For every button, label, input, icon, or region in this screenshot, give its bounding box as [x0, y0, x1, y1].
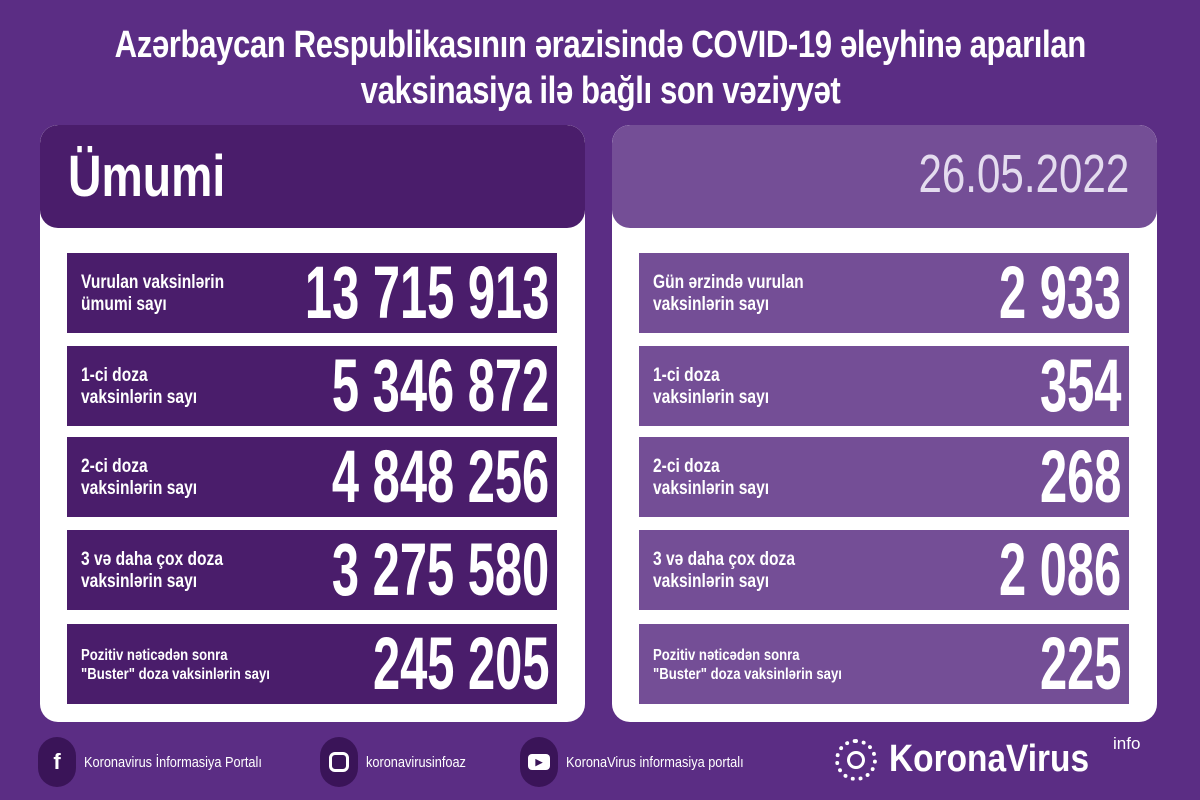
stat-label: 2-ci doza vaksinlərin sayı — [81, 456, 197, 500]
stat-label-line: 1-ci doza — [653, 365, 720, 386]
stat-label: 3 və daha çox doza vaksinlərin sayı — [81, 549, 223, 593]
facebook-link[interactable]: f Koronavirus İnformasiya Portalı — [38, 732, 293, 792]
stat-label-line: 1-ci doza — [81, 365, 148, 386]
stat-label: 1-ci doza vaksinlərin sayı — [653, 365, 769, 409]
stat-label: Pozitiv nəticədən sonra "Buster" doza vak… — [653, 646, 842, 684]
facebook-icon: f — [38, 737, 76, 787]
stat-label: 2-ci doza vaksinlərin sayı — [653, 456, 769, 500]
daily-header: 26.05.2022 — [612, 125, 1157, 228]
youtube-label: KoronaVirus informasiya portalı — [566, 753, 744, 771]
koronavirus-logo: KoronaVirus info — [835, 734, 1140, 781]
stat-label-line: vaksinlərin sayı — [653, 571, 770, 592]
stat-label-line: vaksinlərin sayı — [653, 478, 770, 499]
logo-name: KoronaVirus — [889, 738, 1090, 780]
right-stat-row: Gün ərzində vurulan vaksinlərin sayı 2 933 — [639, 253, 1129, 333]
virus-logo-icon — [835, 738, 877, 781]
left-stat-row: 1-ci doza vaksinlərin sayı 5 346 872 — [67, 346, 557, 426]
stat-label-line: 3 və daha çox doza — [653, 549, 796, 570]
right-stat-row: Pozitiv nəticədən sonra "Buster" doza vak… — [639, 624, 1129, 704]
title-line-2: vaksinasiya ilə bağlı son vəziyyət — [360, 70, 840, 112]
instagram-link[interactable]: koronavirusinfoaz — [320, 732, 484, 792]
stat-label-line: vaksinlərin sayı — [81, 387, 198, 408]
stat-value: 13 715 913 — [304, 251, 549, 334]
stat-label-line: ümumi sayı — [81, 294, 167, 315]
right-stat-row: 1-ci doza vaksinlərin sayı 354 — [639, 346, 1129, 426]
stat-value: 268 — [1039, 435, 1121, 518]
youtube-icon: ▶ — [520, 737, 558, 787]
right-stat-row: 3 və daha çox doza vaksinlərin sayı 2 086 — [639, 530, 1129, 610]
stat-value: 2 086 — [998, 528, 1121, 611]
stat-value: 5 346 872 — [331, 344, 549, 427]
stat-value: 4 848 256 — [331, 435, 549, 518]
stat-label-line: "Buster" doza vaksinlərin sayı — [653, 666, 842, 683]
stat-label-line: vaksinlərin sayı — [653, 294, 770, 315]
page-title: Azərbaycan Respublikasının ərazisində CO… — [0, 22, 1200, 114]
stat-label-line: Pozitiv nəticədən sonra — [653, 647, 800, 664]
stat-label-line: 2-ci doza — [81, 456, 148, 477]
left-stat-row: 3 və daha çox doza vaksinlərin sayı 3 275 … — [67, 530, 557, 610]
stat-label-line: 2-ci doza — [653, 456, 720, 477]
stat-label-line: 3 və daha çox doza — [81, 549, 224, 570]
stat-label-line: vaksinlərin sayı — [653, 387, 770, 408]
stat-label-line: "Buster" doza vaksinlərin sayı — [81, 666, 270, 683]
stat-label-line: vaksinlərin sayı — [81, 571, 198, 592]
stat-label-line: Gün ərzində vurulan — [653, 272, 804, 293]
total-header: Ümumi — [40, 125, 585, 228]
stat-value: 2 933 — [998, 251, 1121, 334]
stat-value: 225 — [1039, 622, 1121, 705]
stat-label-line: Pozitiv nəticədən sonra — [81, 647, 228, 664]
title-line-1: Azərbaycan Respublikasının ərazisində CO… — [114, 24, 1086, 66]
total-panel: Ümumi Vurulan vaksinlərin ümumi sayı 13 71… — [40, 125, 585, 722]
stat-label: 1-ci doza vaksinlərin sayı — [81, 365, 197, 409]
stat-label: Vurulan vaksinlərin ümumi sayı — [81, 272, 224, 316]
left-stat-row: Pozitiv nəticədən sonra "Buster" doza vak… — [67, 624, 557, 704]
daily-panel: 26.05.2022 Gün ərzində vurulan vaksinləri… — [612, 125, 1157, 722]
logo-sup: info — [1113, 734, 1141, 753]
instagram-icon — [320, 737, 358, 787]
stat-value: 354 — [1039, 344, 1121, 427]
stat-value: 3 275 580 — [331, 528, 549, 611]
youtube-link[interactable]: ▶ KoronaVirus informasiya portalı — [520, 732, 775, 792]
left-stat-row: 2-ci doza vaksinlərin sayı 4 848 256 — [67, 437, 557, 517]
stat-value: 245 205 — [372, 622, 549, 705]
instagram-label: koronavirusinfoaz — [366, 753, 466, 771]
stat-label: Pozitiv nəticədən sonra "Buster" doza vak… — [81, 646, 270, 684]
stat-label: 3 və daha çox doza vaksinlərin sayı — [653, 549, 795, 593]
stat-label-line: vaksinlərin sayı — [81, 478, 198, 499]
facebook-label: Koronavirus İnformasiya Portalı — [84, 753, 262, 771]
stat-label: Gün ərzində vurulan vaksinlərin sayı — [653, 272, 804, 316]
date-label: 26.05.2022 — [918, 144, 1129, 204]
total-header-label: Ümumi — [68, 144, 226, 209]
left-stat-row: Vurulan vaksinlərin ümumi sayı 13 715 913 — [67, 253, 557, 333]
right-stat-row: 2-ci doza vaksinlərin sayı 268 — [639, 437, 1129, 517]
stat-label-line: Vurulan vaksinlərin — [81, 272, 225, 293]
